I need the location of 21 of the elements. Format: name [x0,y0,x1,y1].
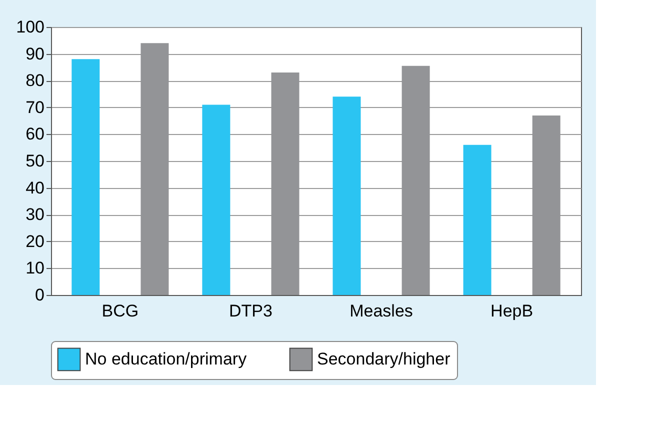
bar [202,104,230,295]
x-tick-label: Measles [350,302,413,320]
y-tick-label: 90 [26,44,44,64]
legend-label: Secondary/higher [317,349,451,368]
y-tick-label: 50 [26,152,44,170]
y-tick-label: 80 [26,71,44,90]
y-tick-label: 40 [26,178,44,198]
bar [72,59,100,295]
x-tick-label: DTP3 [228,302,272,320]
y-tick-label: 60 [26,124,44,144]
y-tick-label: 20 [26,232,44,251]
bar [463,144,492,295]
y-tick-label: 70 [26,98,44,117]
bar [332,96,361,295]
x-tick-label: HepB [490,302,534,320]
legend-label: No education/primary [85,349,248,368]
x-tick-label: BCG [102,302,139,320]
y-tick-label: 0 [35,286,44,304]
y-tick-label: 30 [26,205,44,224]
y-tick-label: 100 [16,18,44,36]
y-tick-label: 10 [26,258,44,278]
